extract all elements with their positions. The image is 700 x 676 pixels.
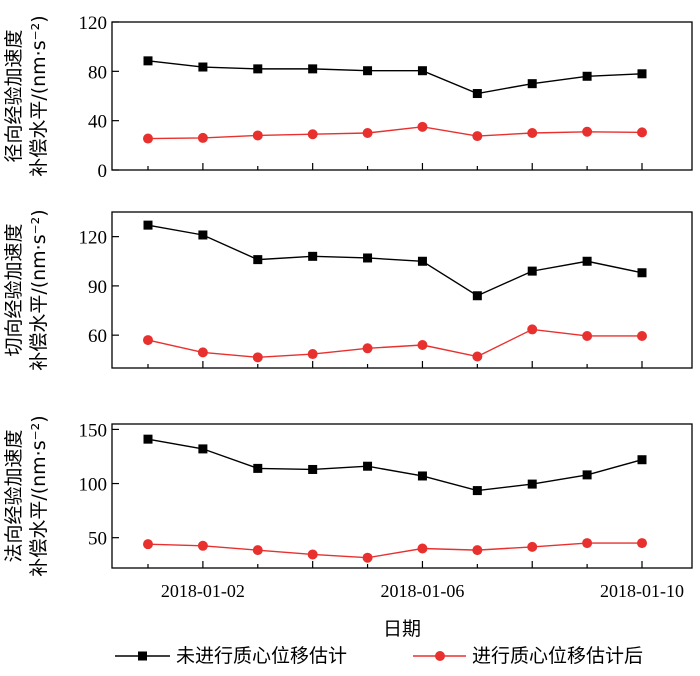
panel-3: 50 100 150 法向经验加速度 补偿水平/(nm·s⁻²) — [3, 415, 693, 577]
data-point-circle — [252, 545, 263, 556]
y-tick-label: 150 — [79, 420, 108, 441]
y-tick-label: 80 — [88, 62, 107, 83]
data-point-square — [253, 463, 263, 473]
data-point-circle — [417, 121, 428, 132]
data-point-circle — [143, 335, 153, 346]
data-point-square — [527, 479, 537, 489]
legend-marker-circle — [435, 651, 445, 661]
y-axis-label-line2: 补偿水平/(nm·s⁻²) — [28, 415, 50, 576]
data-point-square — [637, 268, 647, 278]
data-point-circle — [143, 133, 153, 144]
y-axis-label-line1: 法向经验加速度 — [3, 429, 25, 562]
data-point-square — [363, 461, 373, 471]
y-tick-label: 90 — [88, 277, 107, 298]
y-tick-label: 120 — [79, 13, 108, 34]
y-axis-label-line2: 补偿水平/(nm·s⁻²) — [28, 209, 50, 370]
legend-label-before: 未进行质心位移估计 — [176, 645, 347, 667]
x-tick-label: 2018-01-02 — [161, 581, 245, 601]
data-point-circle — [417, 340, 428, 351]
data-point-square — [253, 64, 263, 74]
data-point-circle — [197, 540, 208, 551]
data-point-square — [417, 471, 427, 481]
legend-marker-square — [138, 651, 147, 661]
series-line-after — [147, 328, 642, 359]
x-tick-label: 2018-01-10 — [600, 581, 684, 601]
y-axis-label-line2: 补偿水平/(nm·s⁻²) — [28, 15, 50, 176]
y-tick-label: 60 — [88, 326, 107, 347]
series-line-before — [147, 60, 643, 95]
data-point-circle — [252, 130, 263, 141]
data-point-square — [143, 220, 153, 230]
data-point-circle — [527, 324, 538, 335]
legend-label-after: 进行质心位移估计后 — [472, 645, 643, 667]
series-line-after — [147, 542, 642, 559]
data-point-circle — [143, 539, 153, 550]
y-tick-label: 120 — [79, 228, 108, 249]
data-point-circle — [362, 343, 373, 354]
data-point-square — [582, 256, 592, 266]
data-point-circle — [197, 132, 208, 143]
y-tick-label: 0 — [98, 161, 108, 182]
data-point-circle — [637, 127, 647, 138]
data-point-circle — [637, 330, 647, 341]
data-point-circle — [637, 538, 647, 549]
plot-frame — [111, 211, 693, 369]
series-line-after — [147, 126, 643, 140]
data-point-circle — [307, 349, 318, 360]
y-tick-label: 50 — [88, 529, 107, 550]
data-point-square — [308, 64, 318, 74]
data-point-square — [198, 62, 208, 72]
y-axis-label-line1: 径向经验加速度 — [3, 29, 25, 162]
y-axis-label-line1: 切向经验加速度 — [3, 223, 25, 356]
plot-frame — [111, 423, 693, 569]
data-point-square — [198, 230, 208, 240]
y-tick-label: 40 — [88, 112, 107, 133]
data-point-square — [363, 66, 373, 76]
data-point-circle — [307, 129, 318, 140]
panel-2: 60 90 120 切向经验加速度 补偿水平/(nm·s⁻²) — [3, 209, 693, 371]
x-tick-label: 2018-01-06 — [380, 581, 464, 601]
data-point-circle — [417, 543, 428, 554]
data-point-square — [143, 434, 153, 444]
series-line-before — [147, 438, 643, 492]
data-point-square — [417, 256, 427, 266]
data-point-circle — [362, 552, 373, 563]
data-point-square — [472, 291, 482, 301]
data-point-square — [582, 71, 592, 81]
data-point-circle — [582, 538, 593, 549]
data-point-circle — [582, 126, 593, 137]
data-point-square — [308, 251, 318, 261]
data-point-square — [308, 464, 318, 474]
panel-1: 0 40 80 120 径向经验加速度 补偿水平/(nm·s⁻²) — [3, 13, 693, 182]
x-axis-label: 日期 — [383, 618, 421, 640]
data-point-circle — [472, 545, 483, 556]
legend: 未进行质心位移估计 进行质心位移估计后 — [115, 645, 643, 667]
plot-frame — [111, 21, 693, 171]
data-point-square — [637, 455, 647, 465]
data-point-circle — [362, 128, 373, 138]
data-point-circle — [197, 347, 208, 358]
data-point-circle — [307, 549, 318, 560]
data-point-square — [472, 89, 482, 99]
data-point-square — [582, 470, 592, 480]
data-point-square — [527, 266, 537, 276]
data-point-square — [417, 66, 427, 76]
data-point-circle — [472, 131, 483, 142]
data-point-square — [527, 79, 537, 89]
data-point-square — [198, 444, 208, 454]
series-line-before — [147, 224, 643, 297]
data-point-circle — [472, 351, 483, 362]
data-point-square — [637, 69, 647, 79]
data-point-circle — [527, 128, 538, 138]
data-point-square — [472, 486, 482, 496]
data-point-square — [253, 255, 263, 265]
data-point-circle — [252, 352, 263, 363]
data-point-circle — [527, 541, 538, 552]
data-point-circle — [582, 330, 593, 341]
data-point-square — [143, 56, 153, 66]
data-point-square — [363, 253, 373, 263]
y-tick-label: 100 — [79, 475, 108, 496]
